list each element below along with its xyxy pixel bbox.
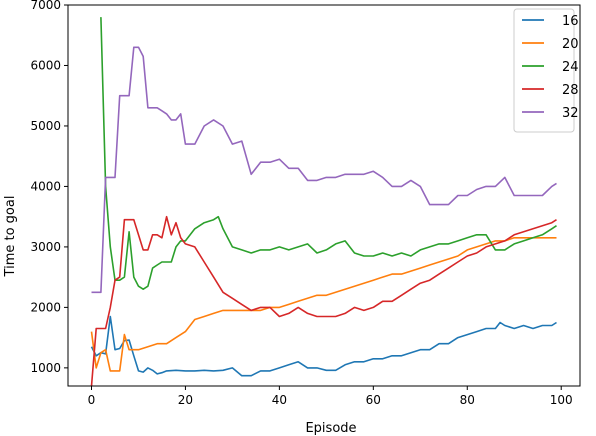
y-axis-label: Time to goal (3, 196, 18, 278)
legend-box (513, 8, 575, 133)
y-tick-label: 4000 (30, 179, 61, 193)
legend-label-28: 28 (562, 83, 579, 98)
x-tick-label: 20 (178, 393, 193, 407)
series-line-28 (90, 215, 557, 387)
series-line-20 (90, 237, 557, 372)
y-tick-label: 6000 (30, 58, 61, 72)
y-tick-label: 2000 (30, 300, 61, 314)
x-tick-label: 80 (460, 393, 475, 407)
x-axis-label: Episode (305, 421, 356, 436)
legend-label-32: 32 (562, 106, 579, 121)
x-tick-label: 100 (550, 393, 573, 407)
x-tick-label: 60 (366, 393, 381, 407)
y-tick-label: 5000 (30, 119, 61, 133)
legend-label-20: 20 (562, 37, 579, 52)
x-tick-label: 40 (272, 393, 287, 407)
series-line-16 (90, 315, 557, 377)
legend-label-24: 24 (562, 60, 579, 75)
series-line-24 (100, 17, 557, 291)
y-tick-label: 7000 (30, 0, 61, 12)
plot-frame (67, 4, 581, 387)
y-tick-label: 1000 (30, 361, 61, 375)
legend: 16 20 24 28 32 (513, 8, 579, 133)
legend-label-16: 16 (562, 14, 579, 29)
x-tick-label: 0 (88, 393, 96, 407)
series-line-32 (91, 46, 557, 294)
y-tick-label: 3000 (30, 240, 61, 254)
